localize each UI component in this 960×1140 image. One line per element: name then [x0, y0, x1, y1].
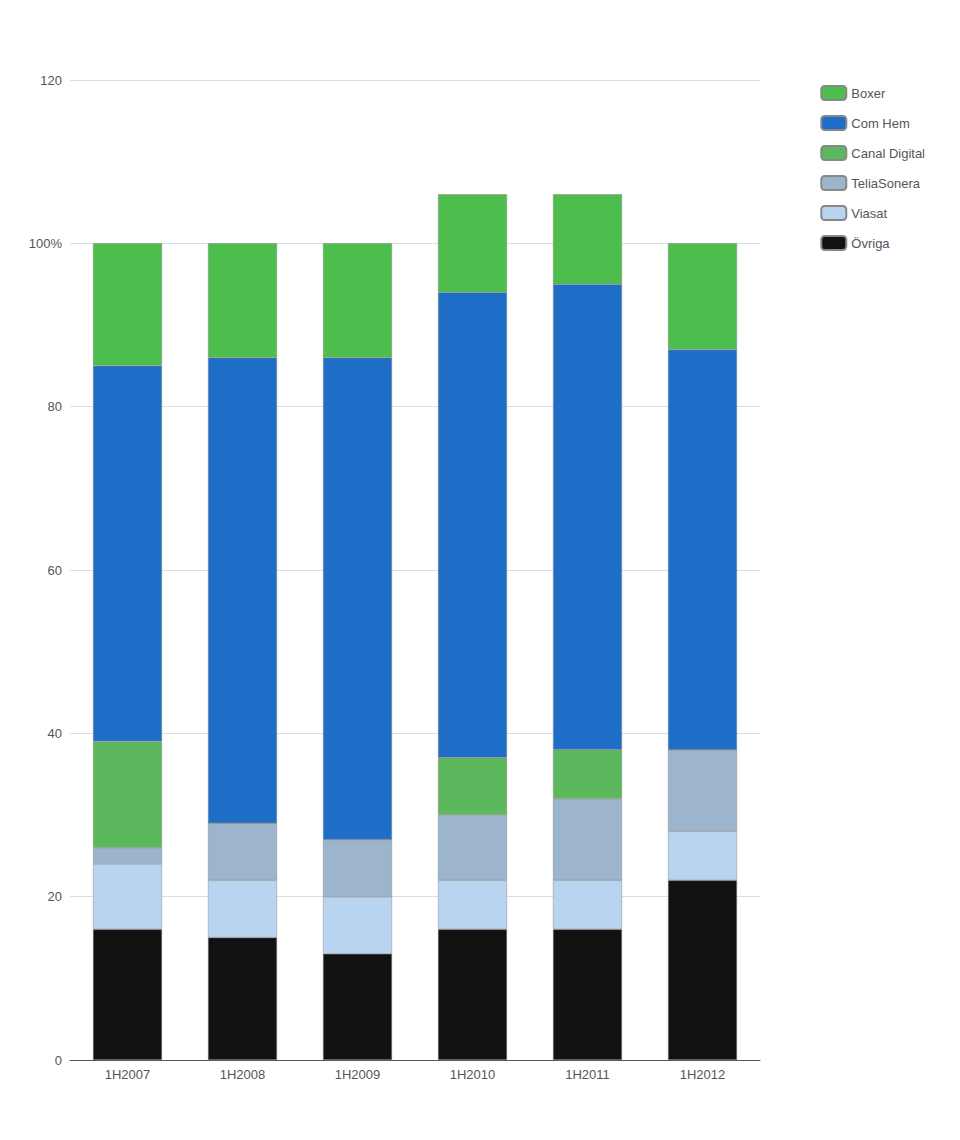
svg-text:120: 120: [40, 73, 62, 88]
svg-text:20: 20: [48, 889, 62, 904]
svg-text:Canal Digital: Canal Digital: [851, 146, 925, 161]
svg-text:Övriga: Övriga: [851, 236, 890, 251]
svg-text:100%: 100%: [29, 236, 63, 251]
svg-text:Boxer: Boxer: [851, 86, 886, 101]
svg-text:1H2007: 1H2007: [105, 1067, 151, 1082]
svg-text:80: 80: [48, 399, 62, 414]
svg-text:0: 0: [55, 1053, 62, 1068]
svg-text:TeliaSonera: TeliaSonera: [851, 176, 920, 191]
svg-text:1H2011: 1H2011: [565, 1067, 610, 1082]
svg-text:1H2008: 1H2008: [220, 1067, 266, 1082]
svg-text:1H2009: 1H2009: [335, 1067, 381, 1082]
svg-text:1H2010: 1H2010: [450, 1067, 496, 1082]
svg-text:60: 60: [48, 563, 62, 578]
svg-text:1H2012: 1H2012: [680, 1067, 726, 1082]
svg-text:Com Hem: Com Hem: [851, 116, 910, 131]
svg-text:40: 40: [48, 726, 62, 741]
svg-text:Viasat: Viasat: [851, 206, 887, 221]
